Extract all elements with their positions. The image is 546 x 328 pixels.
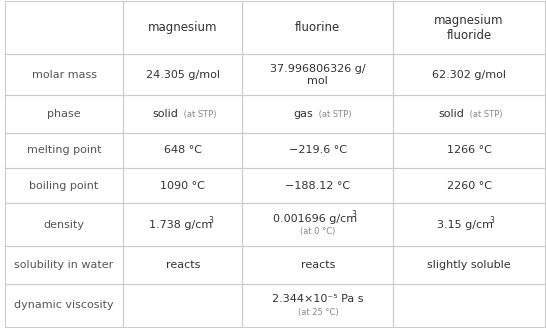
Text: solid: solid [439, 109, 465, 119]
Text: solubility in water: solubility in water [14, 260, 114, 270]
Text: reacts: reacts [301, 260, 335, 270]
Text: 2260 °C: 2260 °C [447, 180, 491, 191]
Text: (at STP): (at STP) [467, 110, 502, 118]
Text: 24.305 g/mol: 24.305 g/mol [146, 70, 220, 80]
Text: magnesium: magnesium [148, 21, 218, 34]
Text: magnesium
fluoride: magnesium fluoride [434, 14, 504, 42]
Text: 1090 °C: 1090 °C [161, 180, 205, 191]
Text: (at 0 °C): (at 0 °C) [300, 227, 335, 236]
Text: 3: 3 [209, 216, 213, 225]
Text: −188.12 °C: −188.12 °C [285, 180, 351, 191]
Text: 3.15 g/cm: 3.15 g/cm [437, 220, 492, 230]
Text: 3: 3 [490, 216, 495, 225]
Text: 1.738 g/cm: 1.738 g/cm [149, 220, 212, 230]
Text: −219.6 °C: −219.6 °C [289, 145, 347, 155]
Text: gas: gas [294, 109, 313, 119]
Text: solid: solid [153, 109, 179, 119]
Text: molar mass: molar mass [32, 70, 97, 80]
Text: 3: 3 [352, 210, 357, 219]
Text: 37.996806326 g/
mol: 37.996806326 g/ mol [270, 64, 366, 86]
Text: 1266 °C: 1266 °C [447, 145, 491, 155]
Text: phase: phase [48, 109, 81, 119]
Text: 2.344×10⁻⁵ Pa s: 2.344×10⁻⁵ Pa s [272, 294, 364, 304]
Text: dynamic viscosity: dynamic viscosity [14, 300, 114, 310]
Text: slightly soluble: slightly soluble [427, 260, 511, 270]
Text: (at 25 °C): (at 25 °C) [298, 308, 338, 317]
Text: boiling point: boiling point [29, 180, 99, 191]
Text: melting point: melting point [27, 145, 102, 155]
Text: (at STP): (at STP) [316, 110, 351, 118]
Text: reacts: reacts [165, 260, 200, 270]
Text: 648 °C: 648 °C [164, 145, 202, 155]
Text: 62.302 g/mol: 62.302 g/mol [432, 70, 506, 80]
Text: (at STP): (at STP) [181, 110, 216, 118]
Text: 0.001696 g/cm: 0.001696 g/cm [273, 214, 357, 224]
Text: fluorine: fluorine [295, 21, 341, 34]
Text: density: density [44, 220, 85, 230]
